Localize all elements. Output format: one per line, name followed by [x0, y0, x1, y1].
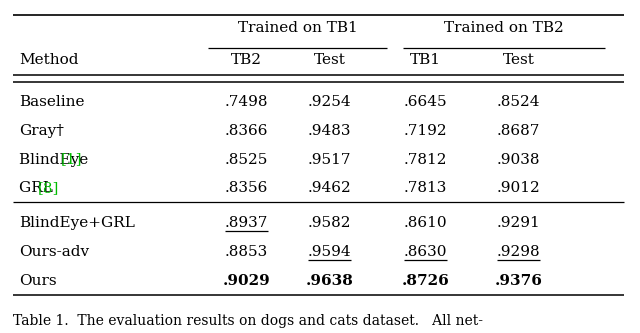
Text: .7813: .7813: [404, 181, 447, 195]
Text: Trained on TB2: Trained on TB2: [444, 21, 564, 35]
Text: .9291: .9291: [497, 216, 540, 230]
Text: TB1: TB1: [410, 53, 441, 67]
Text: Ours: Ours: [19, 274, 57, 288]
Text: .8726: .8726: [402, 274, 449, 288]
Text: .9376: .9376: [495, 274, 542, 288]
Text: Table 1.  The evaluation results on dogs and cats dataset.   All net-: Table 1. The evaluation results on dogs …: [13, 314, 483, 328]
Text: .9462: .9462: [308, 181, 351, 195]
Text: BlindEye: BlindEye: [19, 153, 93, 166]
Text: Ours-adv: Ours-adv: [19, 245, 90, 259]
Text: TB2: TB2: [231, 53, 262, 67]
Text: .8610: .8610: [404, 216, 447, 230]
Text: Gray†: Gray†: [19, 124, 64, 138]
Text: .9638: .9638: [306, 274, 353, 288]
Text: .8524: .8524: [497, 95, 540, 109]
Text: [1]: [1]: [61, 153, 82, 166]
Text: .8853: .8853: [225, 245, 268, 259]
Text: .7498: .7498: [225, 95, 268, 109]
Text: BlindEye+GRL: BlindEye+GRL: [19, 216, 135, 230]
Text: .9298: .9298: [497, 245, 540, 259]
Text: .9582: .9582: [308, 216, 351, 230]
Text: .9012: .9012: [497, 181, 540, 195]
Text: .9483: .9483: [308, 124, 351, 138]
Text: .9594: .9594: [308, 245, 351, 259]
Text: Method: Method: [19, 53, 79, 67]
Text: Test: Test: [502, 53, 534, 67]
Text: Trained on TB1: Trained on TB1: [237, 21, 358, 35]
Text: Test: Test: [314, 53, 346, 67]
Text: .8525: .8525: [225, 153, 268, 166]
Text: .8356: .8356: [225, 181, 268, 195]
Text: GRL: GRL: [19, 181, 58, 195]
Text: .8687: .8687: [497, 124, 540, 138]
Text: .8630: .8630: [404, 245, 447, 259]
Text: .9029: .9029: [223, 274, 270, 288]
Text: .7812: .7812: [404, 153, 447, 166]
Text: Baseline: Baseline: [19, 95, 84, 109]
Text: .7192: .7192: [404, 124, 447, 138]
Text: [8]: [8]: [38, 181, 59, 195]
Text: .8937: .8937: [225, 216, 268, 230]
Text: .9517: .9517: [308, 153, 351, 166]
Text: .9038: .9038: [497, 153, 540, 166]
Text: .6645: .6645: [404, 95, 447, 109]
Text: .9254: .9254: [308, 95, 351, 109]
Text: .8366: .8366: [225, 124, 268, 138]
